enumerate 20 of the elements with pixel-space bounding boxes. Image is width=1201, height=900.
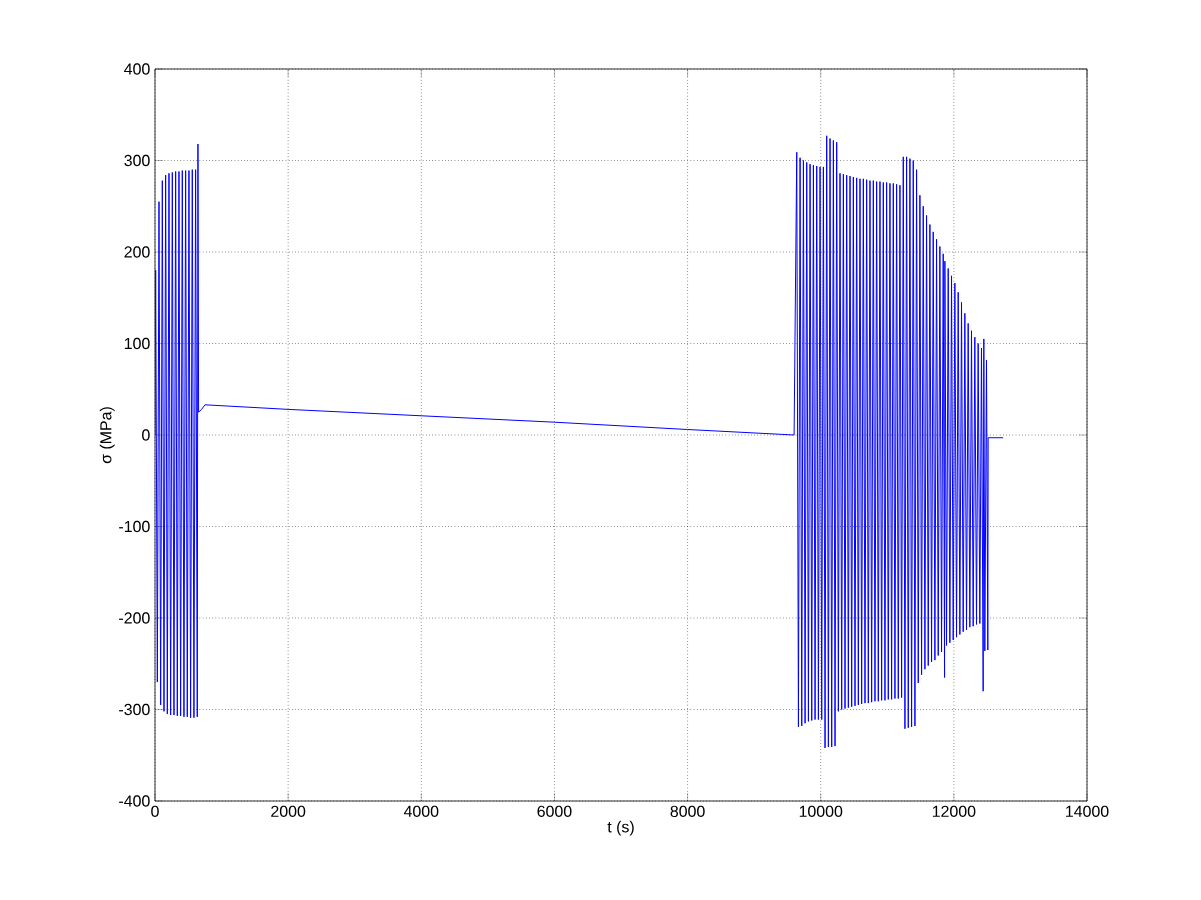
y-tick-label: -200	[119, 612, 150, 624]
y-tick-label: -400	[119, 795, 150, 807]
x-tick-label: 12000	[932, 805, 976, 817]
y-tick-label: -300	[119, 703, 150, 716]
x-tick-label: 14000	[1066, 805, 1109, 817]
y-tick-label: -100	[119, 520, 150, 533]
y-tick-label: 100	[124, 337, 150, 350]
y-tick-label: 0	[142, 429, 150, 441]
y-tick-label: 400	[124, 63, 150, 75]
x-tick-label: 4000	[403, 805, 439, 817]
x-tick-label: 0	[151, 805, 159, 817]
y-tick-label: 200	[124, 246, 150, 258]
x-tick-label: 6000	[537, 805, 572, 817]
x-tick-label: 8000	[670, 805, 705, 817]
line-series	[155, 135, 1004, 749]
y-tick-label: 300	[124, 154, 150, 167]
y-axis-title: σ (MPa)	[99, 407, 115, 464]
x-axis-title: t (s)	[607, 820, 634, 836]
x-tick-label: 10000	[799, 805, 843, 817]
x-tick-label: 2000	[271, 805, 306, 817]
